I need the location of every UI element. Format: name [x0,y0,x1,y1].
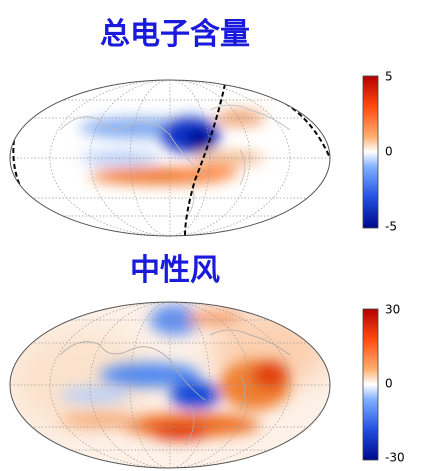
map-outline [9,79,331,237]
map [10,302,330,468]
colorbar-tick: -30 [385,451,405,465]
colorbar-tick: 0 [385,145,393,159]
panel-title: 总电子含量 [100,17,250,52]
colorbar-tick: 0 [385,377,393,391]
colorbar-tick: 30 [385,303,400,317]
colorbar-tick: -5 [385,220,397,234]
map [10,80,330,236]
map-outline [9,301,331,469]
colorbar-tick: 5 [385,70,393,84]
colorbar [362,75,379,229]
panel-title: 中性风 [130,253,220,288]
colorbar [362,308,379,461]
